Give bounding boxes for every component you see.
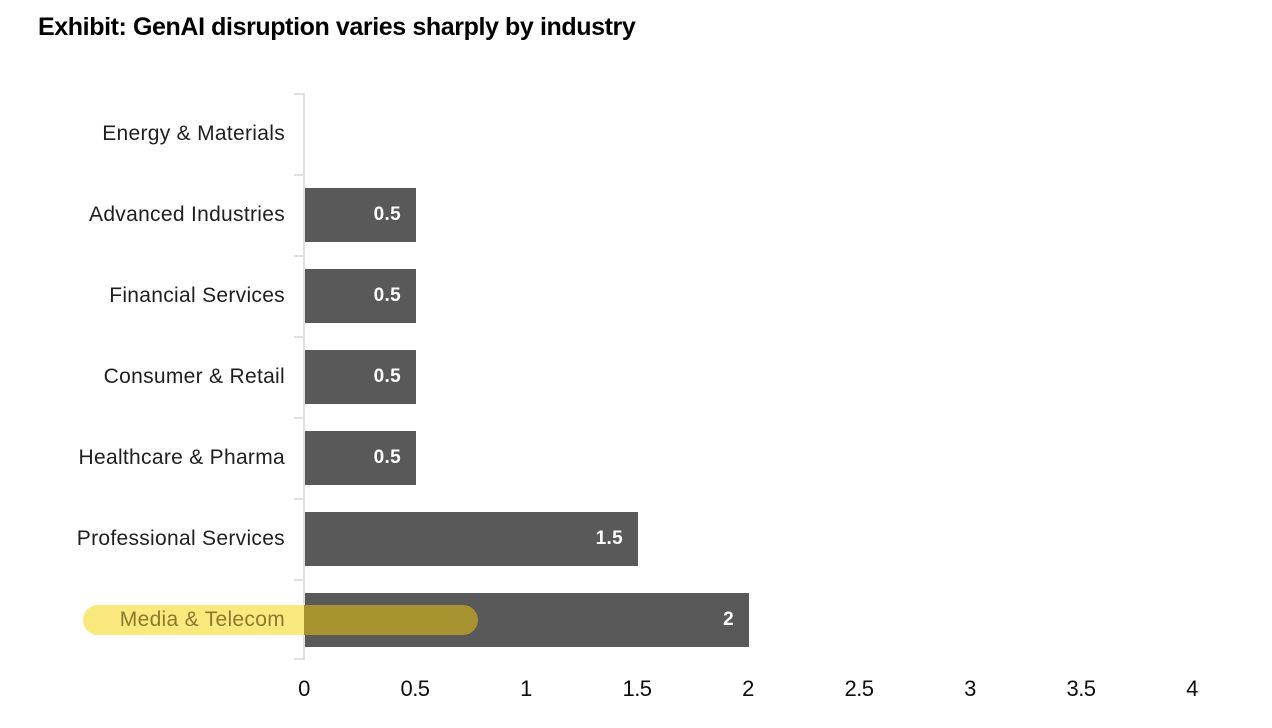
category-label: Healthcare & Pharma: [78, 445, 285, 469]
chart-row: Energy & Materials: [0, 93, 1272, 174]
x-axis-tick-label: 0: [298, 676, 310, 701]
axis-tick: [294, 336, 303, 338]
category-label: Consumer & Retail: [103, 364, 285, 388]
x-axis-labels: 0 0.5 1 1.5 2 2.5 3 3.5 4: [298, 660, 1198, 701]
bar-track: 0.5: [304, 336, 1272, 417]
axis-tick: [294, 417, 303, 419]
bar: 0.5: [305, 349, 416, 404]
chart-row: Healthcare & Pharma 0.5: [0, 417, 1272, 498]
x-axis-tick-label: 4: [1186, 676, 1198, 701]
category-label-cell: Energy & Materials: [0, 122, 304, 146]
axis-tick: [294, 174, 303, 176]
axis-tick: [294, 498, 303, 500]
category-label-cell: Healthcare & Pharma: [0, 446, 304, 470]
y-axis-line: [303, 93, 305, 660]
category-label: Advanced Industries: [89, 202, 285, 226]
category-label-cell: Advanced Industries: [0, 203, 304, 227]
x-axis-tick-label: 1.5: [622, 676, 652, 701]
x-axis-tick-label: 2.5: [844, 676, 874, 701]
bar-value-label: 0.5: [373, 203, 401, 225]
x-axis-tick-label: 3.5: [1066, 676, 1096, 701]
category-label: Media & Telecom: [119, 607, 285, 631]
category-label: Financial Services: [109, 283, 285, 307]
bar-value-label: 0.5: [373, 365, 401, 387]
x-axis-tick-label: 0.5: [400, 676, 430, 701]
bar-chart-rows: Energy & Materials Advanced Industries 0.5…: [0, 93, 1272, 660]
axis-tick: [294, 658, 303, 660]
category-label: Energy & Materials: [102, 121, 285, 145]
bar-track: [304, 93, 1272, 174]
axis-tick: [294, 255, 303, 257]
bar: 0.5: [305, 187, 416, 242]
chart-row: Consumer & Retail 0.5: [0, 336, 1272, 417]
bar-value-label: 0.5: [373, 284, 401, 306]
bar-value-label: 0.5: [373, 446, 401, 468]
category-label-cell: Consumer & Retail: [0, 365, 304, 389]
chart-row: Advanced Industries 0.5: [0, 174, 1272, 255]
bar-value-label: 1.5: [595, 527, 623, 549]
bar: 1.5: [305, 511, 638, 566]
x-axis-tick-label: 2: [742, 676, 754, 701]
category-label: Professional Services: [76, 526, 285, 550]
chart-row: Financial Services 0.5: [0, 255, 1272, 336]
category-label-cell: Professional Services: [0, 527, 304, 551]
bar-value-label: 2: [723, 608, 734, 630]
x-axis-tick-label: 1: [520, 676, 532, 701]
bar: 0.5: [305, 430, 416, 485]
axis-tick: [294, 93, 303, 95]
bar: 0.5: [305, 268, 416, 323]
category-label-cell: Media & Telecom: [0, 608, 304, 632]
x-axis-tick-label: 3: [964, 676, 976, 701]
bar-track: 0.5: [304, 417, 1272, 498]
chart-title: Exhibit: GenAI disruption varies sharply…: [38, 13, 636, 41]
highlighter-annotation: [83, 604, 478, 635]
bar-chart: Energy & Materials Advanced Industries 0.5…: [0, 93, 1272, 660]
bar-track: 0.5: [304, 174, 1272, 255]
axis-tick: [294, 579, 303, 581]
category-label-cell: Financial Services: [0, 284, 304, 308]
bar-track: 0.5: [304, 255, 1272, 336]
chart-row: Media & Telecom 2: [0, 579, 1272, 660]
bar-track: 1.5: [304, 498, 1272, 579]
chart-row: Professional Services 1.5: [0, 498, 1272, 579]
